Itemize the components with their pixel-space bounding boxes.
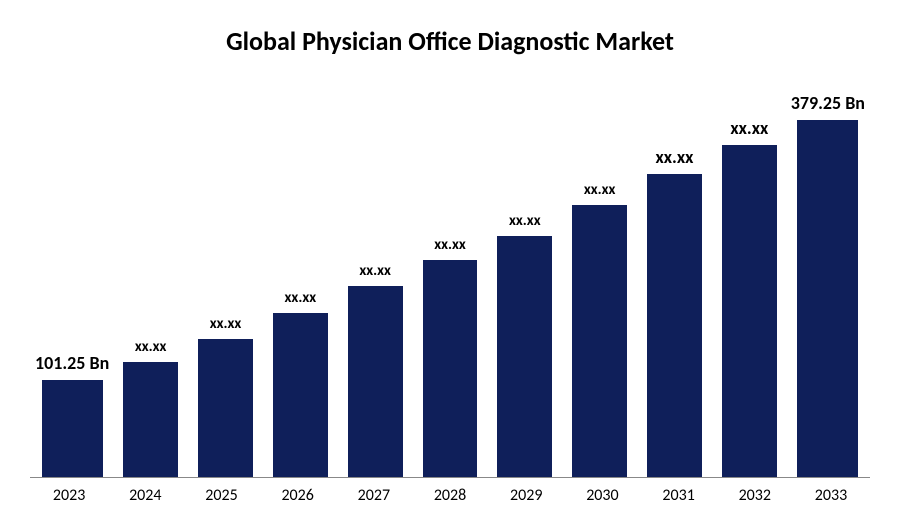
- bar: [273, 313, 328, 477]
- bar-value-label: xx.xx: [135, 338, 167, 356]
- bar-value-label: xx.xx: [285, 289, 317, 307]
- bar: [198, 339, 253, 477]
- chart-title: Global Physician Office Diagnostic Marke…: [30, 25, 870, 57]
- bar-value-label: 379.25 Bn: [791, 92, 865, 114]
- bar: [647, 174, 702, 477]
- x-axis-tick: 2029: [492, 486, 560, 505]
- x-axis-tick: 2032: [721, 486, 789, 505]
- x-axis: 2023 2024 2025 2026 2027 2028 2029 2030 2031 2032…: [30, 478, 870, 505]
- bar: [348, 286, 403, 477]
- bar-group: xx.xx: [566, 92, 633, 477]
- bar-group: xx.xx: [641, 92, 708, 477]
- bar-group: xx.xx: [267, 92, 334, 477]
- bar: [572, 205, 627, 477]
- bar-value-label: xx.xx: [730, 117, 768, 139]
- bar-value-label: xx.xx: [584, 181, 616, 199]
- x-axis-tick: 2024: [111, 486, 179, 505]
- bar-value-label: xx.xx: [434, 236, 466, 254]
- bar-value-label: xx.xx: [656, 146, 694, 168]
- chart-container: Global Physician Office Diagnostic Marke…: [0, 0, 900, 525]
- plot-area: 101.25 Bn xx.xx xx.xx xx.xx xx.xx xx.xx xx.xx x…: [30, 92, 870, 478]
- x-axis-tick: 2027: [340, 486, 408, 505]
- bar-group: xx.xx: [716, 92, 783, 477]
- x-axis-tick: 2030: [568, 486, 636, 505]
- bar-group: xx.xx: [417, 92, 484, 477]
- bar: [497, 236, 552, 477]
- x-axis-tick: 2026: [264, 486, 332, 505]
- bar: [423, 260, 478, 477]
- bar-value-label: xx.xx: [359, 262, 391, 280]
- bar: [722, 145, 777, 477]
- bar: [42, 380, 103, 477]
- bar-group: 379.25 Bn: [791, 92, 865, 477]
- bar-value-label: 101.25 Bn: [35, 352, 109, 374]
- bar-group: xx.xx: [491, 92, 558, 477]
- x-axis-tick: 2025: [187, 486, 255, 505]
- x-axis-tick: 2033: [797, 486, 865, 505]
- x-axis-tick: 2031: [645, 486, 713, 505]
- bar-value-label: xx.xx: [210, 315, 242, 333]
- bar-group: xx.xx: [192, 92, 259, 477]
- bar-group: xx.xx: [342, 92, 409, 477]
- bar: [797, 120, 858, 477]
- bar-value-label: xx.xx: [509, 212, 541, 230]
- bar: [123, 362, 178, 478]
- x-axis-tick: 2028: [416, 486, 484, 505]
- bar-group: xx.xx: [117, 92, 184, 477]
- bar-group: 101.25 Bn: [35, 92, 109, 477]
- x-axis-tick: 2023: [35, 486, 103, 505]
